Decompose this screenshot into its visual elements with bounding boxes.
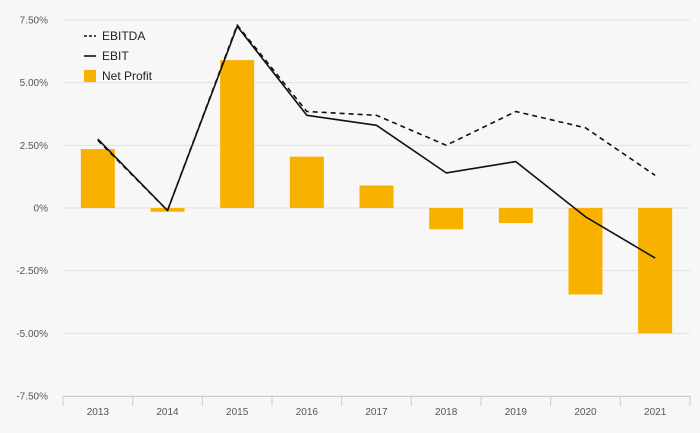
x-tick-label: 2013	[87, 407, 110, 418]
bar-net-profit	[359, 185, 394, 208]
y-tick-label: 0%	[34, 204, 49, 215]
y-axis: 7.50% 5.00% 2.50% 0% -2.50% -5.00% -7.50%	[16, 16, 48, 403]
x-tick-label: 2015	[226, 407, 249, 418]
x-tick-label: 2016	[296, 407, 319, 418]
bar-net-profit	[429, 208, 464, 230]
x-axis: 2013 2014 2015 2016 2017 2018 2019 2020 2021	[62, 396, 691, 418]
net-profit-bars	[80, 60, 673, 334]
y-tick-label: -5.00%	[16, 329, 48, 340]
y-tick-label: -7.50%	[16, 392, 48, 403]
bar-net-profit	[289, 156, 324, 208]
x-tick-label: 2019	[505, 407, 528, 418]
y-tick-label: 5.00%	[20, 78, 48, 89]
legend: EBITDA EBIT Net Profit	[84, 29, 153, 83]
bar-net-profit	[638, 208, 673, 334]
bar-net-profit	[568, 208, 603, 295]
legend-swatch	[84, 70, 96, 82]
y-tick-label: -2.50%	[16, 266, 48, 277]
legend-label: EBIT	[102, 49, 129, 63]
series-lines	[97, 24, 656, 259]
line-ebit	[97, 25, 656, 259]
line-ebitda	[97, 24, 656, 212]
y-tick-label: 7.50%	[20, 16, 48, 27]
y-tick-label: 2.50%	[20, 141, 48, 152]
legend-label: EBITDA	[102, 29, 145, 43]
bar-net-profit	[80, 149, 115, 208]
legend-label: Net Profit	[102, 69, 153, 83]
x-tick-label: 2017	[365, 407, 388, 418]
x-tick-label: 2018	[435, 407, 458, 418]
x-tick-label: 2020	[574, 407, 597, 418]
x-tick-label: 2014	[156, 407, 179, 418]
bar-net-profit	[220, 60, 255, 209]
bar-net-profit	[498, 208, 533, 224]
x-tick-label: 2021	[644, 407, 667, 418]
